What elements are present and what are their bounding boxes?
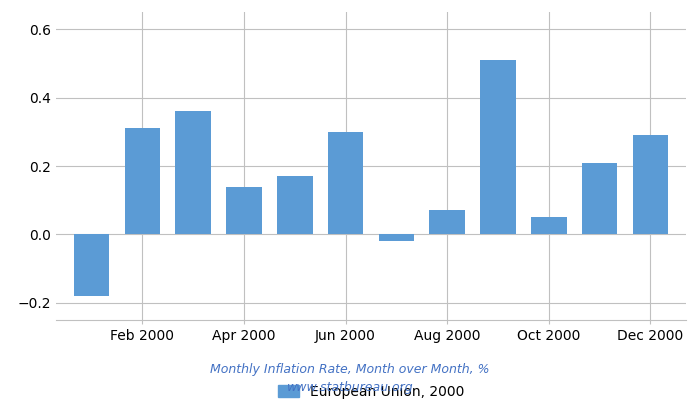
Bar (125, 128, 160, 234)
Bar (328, 132, 363, 234)
Bar (480, 60, 516, 234)
Bar (582, 162, 617, 234)
Text: www.statbureau.org: www.statbureau.org (287, 382, 413, 394)
Bar (74, 234, 109, 296)
Bar (633, 135, 668, 234)
Bar (176, 111, 211, 234)
Bar (379, 234, 414, 241)
Bar (429, 210, 465, 234)
Bar (277, 176, 313, 234)
Bar (226, 186, 262, 234)
Bar (531, 217, 566, 234)
Text: Monthly Inflation Rate, Month over Month, %: Monthly Inflation Rate, Month over Month… (210, 364, 490, 376)
Legend: European Union, 2000: European Union, 2000 (272, 379, 470, 400)
